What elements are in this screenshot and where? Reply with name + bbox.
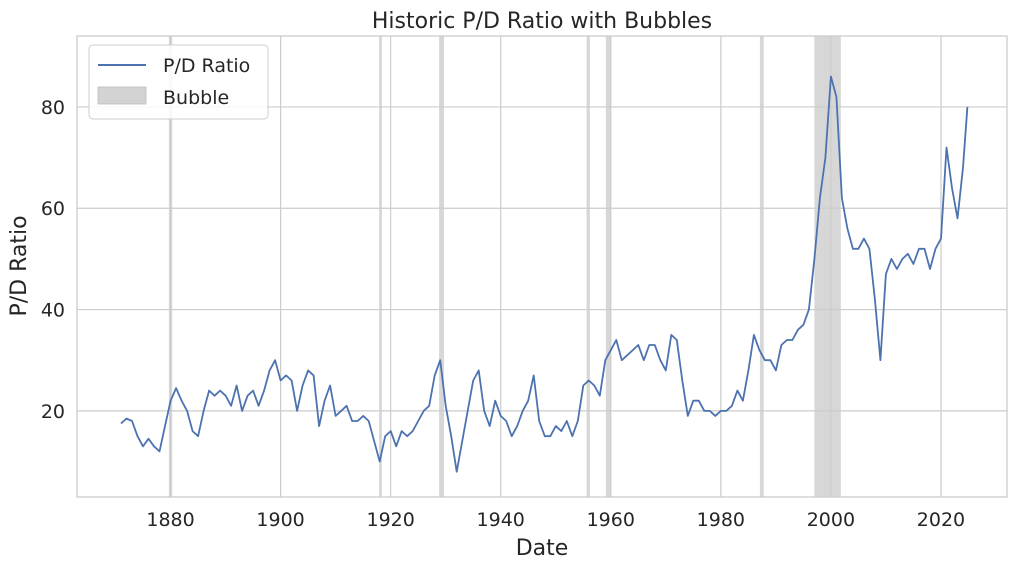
grid-lines xyxy=(77,36,1007,497)
series-line-0 xyxy=(120,75,969,473)
y-tick-label-2: 60 xyxy=(41,198,65,220)
x-tick-label-4: 1960 xyxy=(587,509,635,531)
x-tick-labels: 1880 1900 1920 1940 1960 1980 2000 2020 xyxy=(146,509,965,531)
x-tick-label-7: 2020 xyxy=(917,509,965,531)
bubble-region-2 xyxy=(439,36,445,497)
y-tick-label-1: 40 xyxy=(41,300,65,322)
x-tick-label-1: 1900 xyxy=(256,509,304,531)
bubble-region-1 xyxy=(379,36,382,497)
x-axis-label: Date xyxy=(516,536,569,561)
x-tick-label-3: 1940 xyxy=(477,509,525,531)
chart-title: Historic P/D Ratio with Bubbles xyxy=(372,9,712,34)
legend-label-pd-ratio: P/D Ratio xyxy=(163,55,250,77)
y-axis-label: P/D Ratio xyxy=(7,215,32,316)
bubble-regions xyxy=(168,36,841,497)
bubble-region-5 xyxy=(759,36,764,497)
x-tick-label-2: 1920 xyxy=(366,509,414,531)
legend: P/D Ratio Bubble xyxy=(88,44,269,120)
y-tick-label-3: 80 xyxy=(41,97,65,119)
y-tick-labels: 20 40 60 80 xyxy=(41,97,65,423)
legend-label-bubble: Bubble xyxy=(163,87,229,109)
bubble-region-3 xyxy=(586,36,590,497)
y-tick-label-0: 20 xyxy=(41,401,65,423)
x-tick-label-5: 1980 xyxy=(697,509,745,531)
x-tick-label-6: 2000 xyxy=(807,509,855,531)
plot-area-border xyxy=(76,35,1008,498)
legend-bubble-swatch xyxy=(97,86,147,105)
x-tick-label-0: 1880 xyxy=(146,509,194,531)
series-lines xyxy=(120,75,969,473)
bubble-region-4 xyxy=(605,36,611,497)
